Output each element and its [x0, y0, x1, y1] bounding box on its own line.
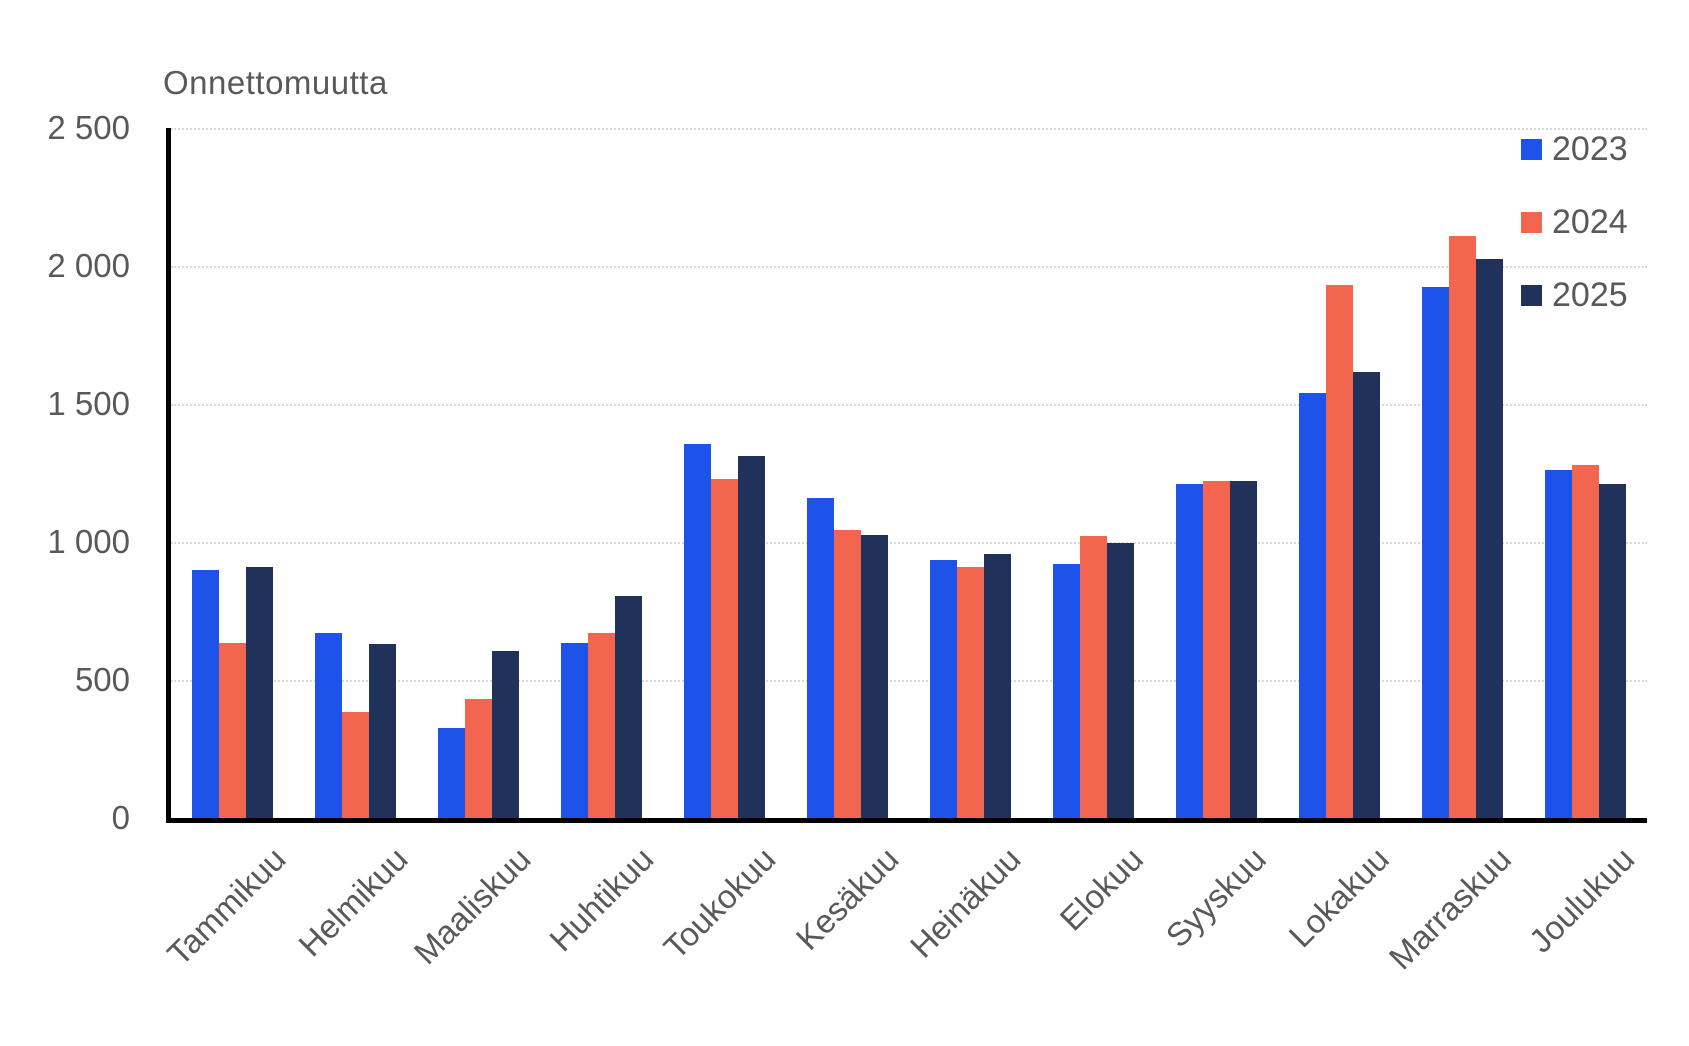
bar-2025-heinäkuu	[984, 554, 1011, 818]
y-axis-tick-label: 500	[74, 661, 130, 698]
bar-2023-elokuu	[1053, 564, 1080, 818]
bar-group-maaliskuu	[417, 128, 540, 818]
bar-group-toukokuu	[663, 128, 786, 818]
bar-2025-maaliskuu	[492, 651, 519, 818]
legend-label-2024: 2024	[1552, 203, 1628, 241]
gridline	[171, 404, 1647, 406]
bar-group-lokakuu	[1278, 128, 1401, 818]
x-axis-label-lokakuu: Lokakuu	[1281, 840, 1396, 955]
bar-2024-toukokuu	[711, 478, 738, 818]
y-axis-tick-label: 1 000	[47, 523, 130, 560]
bar-2023-maaliskuu	[438, 728, 465, 818]
bar-2023-helmikuu	[315, 633, 342, 818]
bar-group-syyskuu	[1155, 128, 1278, 818]
bar-2024-lokakuu	[1326, 285, 1353, 818]
x-axis-label-syyskuu: Syyskuu	[1158, 840, 1274, 955]
bar-2024-huhtikuu	[588, 633, 615, 818]
plot-area	[166, 128, 1647, 823]
legend: 2023 2024 2025	[1521, 132, 1628, 351]
gridline	[171, 266, 1647, 268]
bar-2024-kesäkuu	[834, 529, 861, 818]
legend-swatch-2024-icon	[1521, 211, 1542, 233]
bar-2025-tammikuu	[246, 566, 273, 818]
bar-2023-lokakuu	[1299, 392, 1326, 818]
bar-2025-toukokuu	[738, 456, 765, 818]
bar-2024-syyskuu	[1203, 481, 1230, 818]
bar-group-kesäkuu	[786, 128, 909, 818]
bar-2024-heinäkuu	[957, 566, 984, 818]
bar-2023-kesäkuu	[807, 497, 834, 818]
bar-2025-syyskuu	[1230, 481, 1257, 818]
x-axis-label-joulukuu: Joulukuu	[1521, 840, 1641, 960]
legend-entry-2023: 2023	[1521, 132, 1628, 166]
bar-2024-tammikuu	[219, 642, 246, 818]
bar-group-joulukuu	[1524, 128, 1647, 818]
bar-2024-joulukuu	[1572, 464, 1599, 818]
bar-2025-helmikuu	[369, 644, 396, 818]
x-axis-label-kesäkuu: Kesäkuu	[788, 840, 906, 957]
bar-2025-elokuu	[1107, 543, 1134, 818]
bar-2024-helmikuu	[342, 711, 369, 818]
bar-2025-kesäkuu	[861, 535, 888, 818]
x-axis-label-helmikuu: Helmikuu	[291, 840, 416, 964]
bar-groups	[171, 128, 1647, 818]
bar-2024-marraskuu	[1449, 235, 1476, 818]
bar-2023-heinäkuu	[930, 559, 957, 818]
gridline	[171, 680, 1647, 682]
y-axis-tick-label: 0	[111, 799, 130, 836]
bar-2023-huhtikuu	[561, 642, 588, 818]
bar-2025-lokakuu	[1353, 372, 1380, 818]
bar-2025-huhtikuu	[615, 595, 642, 818]
bar-group-huhtikuu	[540, 128, 663, 818]
legend-entry-2024: 2024	[1521, 205, 1628, 239]
x-axis-label-elokuu: Elokuu	[1053, 840, 1151, 938]
legend-label-2023: 2023	[1552, 130, 1628, 168]
y-axis-tick-label: 1 500	[47, 385, 130, 422]
legend-entry-2025: 2025	[1521, 278, 1628, 312]
x-axis-label-maaliskuu: Maaliskuu	[406, 840, 538, 972]
bar-2023-joulukuu	[1545, 470, 1572, 818]
bar-2024-maaliskuu	[465, 699, 492, 818]
bar-2023-tammikuu	[192, 569, 219, 818]
bar-2025-marraskuu	[1476, 259, 1503, 818]
bar-2023-toukokuu	[684, 444, 711, 818]
x-axis-label-huhtikuu: Huhtikuu	[541, 840, 661, 959]
legend-label-2025: 2025	[1552, 276, 1628, 314]
x-axis-label-tammikuu: Tammikuu	[159, 840, 293, 973]
bar-2024-elokuu	[1080, 536, 1107, 818]
legend-swatch-2023-icon	[1521, 138, 1542, 160]
x-axis-label-marraskuu: Marraskuu	[1381, 840, 1519, 977]
x-axis-label-toukokuu: Toukokuu	[656, 840, 783, 967]
chart-title: Onnettomuutta	[163, 64, 388, 101]
y-axis-tick-label: 2 500	[47, 109, 130, 146]
gridline	[171, 542, 1647, 544]
bar-2025-joulukuu	[1599, 484, 1626, 818]
bar-group-elokuu	[1032, 128, 1155, 818]
legend-swatch-2025-icon	[1521, 284, 1542, 306]
bar-group-tammikuu	[171, 128, 294, 818]
gridline	[171, 128, 1647, 130]
bar-group-marraskuu	[1401, 128, 1524, 818]
bar-2023-syyskuu	[1176, 484, 1203, 818]
bar-group-heinäkuu	[909, 128, 1032, 818]
y-axis-tick-label: 2 000	[47, 247, 130, 284]
x-axis-label-heinäkuu: Heinäkuu	[903, 840, 1028, 965]
bar-group-helmikuu	[294, 128, 417, 818]
bar-2023-marraskuu	[1422, 286, 1449, 818]
